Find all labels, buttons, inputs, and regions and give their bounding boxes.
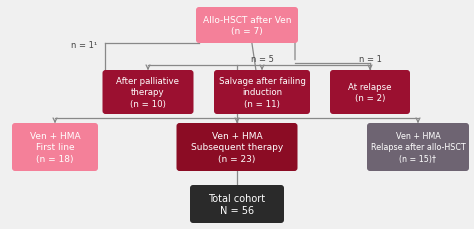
Text: Total cohort
N = 56: Total cohort N = 56 (209, 193, 265, 215)
Text: At relapse
(n = 2): At relapse (n = 2) (348, 82, 392, 103)
Text: Ven + HMA
First line
(n = 18): Ven + HMA First line (n = 18) (30, 131, 80, 163)
FancyBboxPatch shape (367, 123, 469, 171)
Text: After palliative
therapy
(n = 10): After palliative therapy (n = 10) (117, 77, 180, 109)
Text: Ven + HMA
Relapse after allo-HSCT
(n = 15)†: Ven + HMA Relapse after allo-HSCT (n = 1… (371, 131, 465, 163)
FancyBboxPatch shape (190, 185, 284, 223)
Text: Ven + HMA
Subsequent therapy
(n = 23): Ven + HMA Subsequent therapy (n = 23) (191, 131, 283, 163)
Text: n = 1: n = 1 (358, 55, 382, 64)
Text: Salvage after failing
induction
(n = 11): Salvage after failing induction (n = 11) (219, 77, 305, 109)
FancyBboxPatch shape (176, 123, 298, 171)
Text: n = 5: n = 5 (251, 55, 273, 64)
FancyBboxPatch shape (102, 71, 193, 114)
FancyBboxPatch shape (330, 71, 410, 114)
FancyBboxPatch shape (196, 8, 298, 44)
Text: Allo-HSCT after Ven
(n = 7): Allo-HSCT after Ven (n = 7) (203, 16, 291, 36)
Text: n = 1¹: n = 1¹ (71, 41, 97, 50)
FancyBboxPatch shape (214, 71, 310, 114)
FancyBboxPatch shape (12, 123, 98, 171)
